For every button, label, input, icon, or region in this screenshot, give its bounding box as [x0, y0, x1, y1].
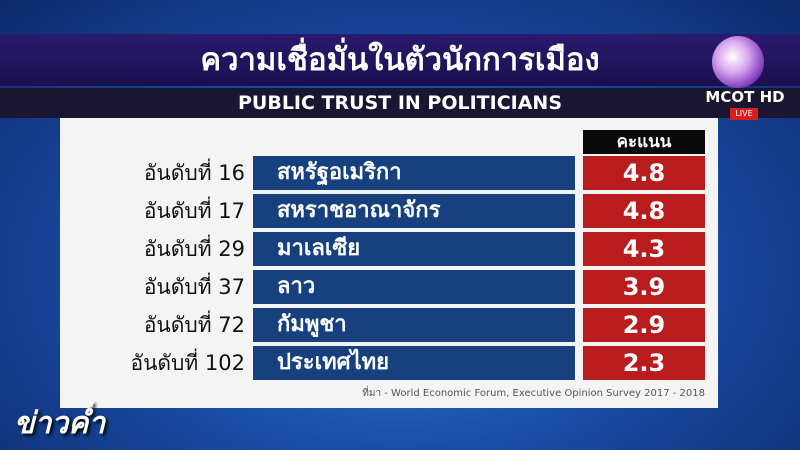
- rank: อันดับที่ 16: [143, 161, 245, 185]
- score-value: 3.9: [583, 270, 705, 304]
- country-name: สหรัฐอเมริกา: [253, 156, 575, 190]
- score-header: คะแนน: [583, 130, 705, 154]
- rank: อันดับที่ 102: [130, 351, 245, 375]
- country-name: กัมพูชา: [253, 308, 575, 342]
- live-badge: LIVE: [730, 108, 758, 120]
- country-name: สหราชอาณาจักร: [253, 194, 575, 228]
- rank: อันดับที่ 37: [143, 275, 245, 299]
- rank: อันดับที่ 17: [143, 199, 245, 223]
- score-value: 4.3: [583, 232, 705, 266]
- logo-name: MCOT HD: [705, 88, 785, 106]
- score-value: 4.8: [583, 194, 705, 228]
- program-name: ข่าวค่ำ: [14, 406, 106, 441]
- country-name: ประเทศไทย: [253, 346, 575, 380]
- country-name: ลาว: [253, 270, 575, 304]
- subtitle: PUBLIC TRUST IN POLITICIANS: [237, 92, 563, 114]
- source-note: ที่มา - World Economic Forum, Executive …: [362, 388, 705, 399]
- rank: อันดับที่ 29: [143, 237, 245, 261]
- title-bar: [0, 34, 800, 86]
- score-value: 2.9: [583, 308, 705, 342]
- score-value: 4.8: [583, 156, 705, 190]
- subtitle-bar: [0, 88, 800, 118]
- logo-mark: [712, 36, 764, 88]
- country-name: มาเลเซีย: [253, 232, 575, 266]
- rank: อันดับที่ 72: [143, 313, 245, 337]
- title: ความเชื่อมั่นในตัวนักการเมือง: [200, 42, 600, 78]
- score-value: 2.3: [583, 346, 705, 380]
